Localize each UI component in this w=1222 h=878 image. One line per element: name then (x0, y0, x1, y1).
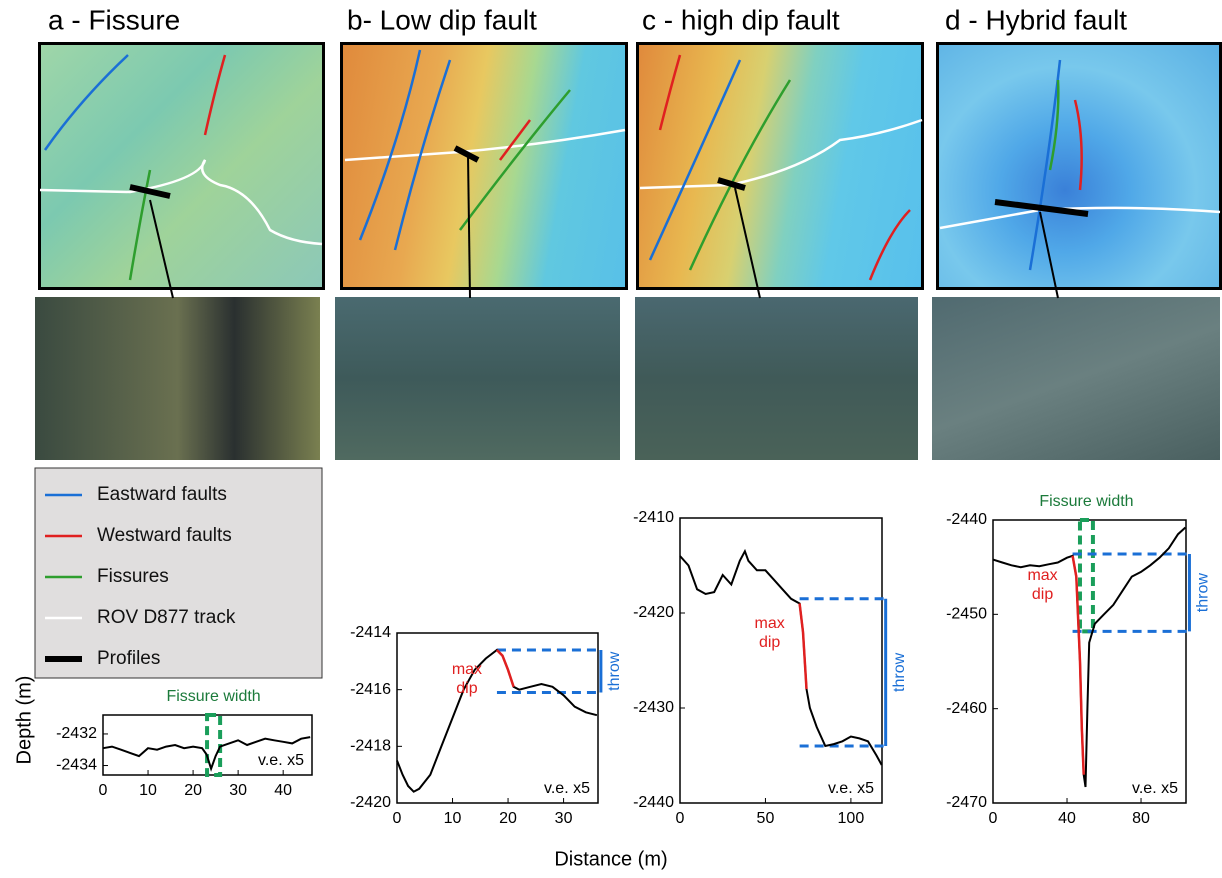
x-tick-label: 100 (838, 810, 865, 827)
photo-a (35, 297, 320, 460)
x-tick-label: 0 (393, 810, 402, 827)
ve-note: v.e. x5 (828, 780, 874, 797)
x-tick-label: 40 (274, 782, 292, 799)
fissure-width-box (1077, 518, 1095, 634)
throw-label: throw (891, 652, 908, 692)
y-tick-label: -2440 (633, 794, 674, 811)
fissure-width-label: Fissure width (1039, 493, 1133, 510)
y-tick-label: -2414 (350, 624, 391, 641)
ve-note: v.e. x5 (544, 780, 590, 797)
panel-title: b- Low dip fault (347, 4, 537, 35)
legend-label: Fissures (97, 566, 169, 587)
x-tick-label: 0 (676, 810, 685, 827)
max-dip-label: max dip (1027, 566, 1058, 603)
max-dip-segment (496, 649, 515, 688)
x-tick-label: 30 (555, 810, 573, 827)
x-tick-label: 40 (1058, 810, 1076, 827)
legend-label: Eastward faults (97, 484, 227, 505)
x-tick-label: 30 (229, 782, 247, 799)
y-tick-label: -2434 (56, 757, 97, 774)
map-d (936, 42, 1222, 290)
y-tick-label: -2420 (350, 794, 391, 811)
x-tick-label: 20 (499, 810, 517, 827)
panel-title: d - Hybrid fault (945, 4, 1127, 35)
x-tick-label: 10 (444, 810, 462, 827)
max-dip-segment (798, 603, 808, 690)
ve-note: v.e. x5 (1132, 780, 1178, 797)
legend-label: ROV D877 track (97, 607, 236, 628)
throw-label: throw (606, 651, 623, 691)
y-tick-label: -2418 (350, 738, 391, 755)
throw-label: throw (1195, 573, 1212, 613)
panel-title: c - high dip fault (642, 4, 840, 35)
y-tick-label: -2416 (350, 681, 391, 698)
y-axis-label: Depth (m) (13, 676, 35, 765)
panel-title: a - Fissure (48, 4, 180, 35)
ve-note: v.e. x5 (258, 752, 304, 769)
y-tick-label: -2410 (633, 509, 674, 526)
x-tick-label: 10 (139, 782, 157, 799)
y-tick-label: -2470 (946, 794, 987, 811)
x-tick-label: 80 (1132, 810, 1150, 827)
x-tick-label: 20 (184, 782, 202, 799)
y-tick-label: -2432 (56, 725, 97, 742)
map-c (636, 42, 924, 290)
legend-box (34, 467, 323, 679)
photo-d (932, 297, 1220, 460)
legend-label: Profiles (97, 648, 160, 669)
profile-line (992, 526, 1187, 788)
x-tick-label: 0 (99, 782, 108, 799)
x-axis-label: Distance (m) (554, 848, 667, 870)
max-dip-label: max dip (754, 614, 785, 651)
map-a (38, 42, 325, 290)
fissure-width-box (205, 713, 223, 777)
fissure-width-label: Fissure width (166, 688, 260, 705)
profile-line (102, 736, 311, 772)
map-overlays (39, 49, 1221, 299)
y-tick-label: -2440 (946, 511, 987, 528)
y-tick-label: -2450 (946, 606, 987, 623)
y-tick-label: -2430 (633, 699, 674, 716)
x-tick-label: 50 (757, 810, 775, 827)
profile-line (679, 548, 883, 766)
max-dip-segment (1071, 555, 1085, 775)
y-tick-label: -2420 (633, 604, 674, 621)
legend-label: Westward faults (97, 525, 232, 546)
photo-b (335, 297, 620, 460)
plot-frame (679, 517, 883, 804)
photo-c (635, 297, 918, 460)
max-dip-label: max dip (451, 661, 483, 697)
x-tick-label: 0 (989, 810, 998, 827)
y-tick-label: -2460 (946, 700, 987, 717)
